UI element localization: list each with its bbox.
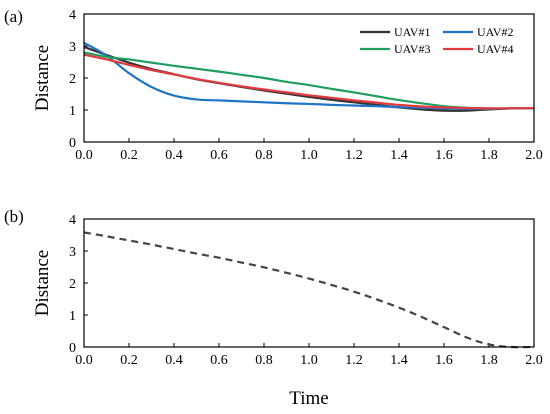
- x-tick-label: 1.2: [345, 148, 363, 163]
- series-line-uav1: [83, 45, 535, 112]
- x-tick-label: 0.8: [255, 148, 273, 163]
- x-tick-label: 1.0: [300, 148, 318, 163]
- x-tick-label: 0.0: [75, 353, 93, 368]
- x-tick-label: 0.2: [120, 148, 138, 163]
- y-tick-label: 0: [69, 136, 76, 151]
- y-tick-label: 3: [69, 40, 76, 55]
- plot-frame-b: [83, 218, 535, 348]
- axis-ticks-a: 0.0 0.2 0.4 0.6 0.8 1.0 1.2 1.4 1.6 1.8 2.0 0 1 2 3 4: [69, 8, 543, 163]
- x-tick-label: 0.6: [210, 353, 228, 368]
- plot-frame-a: [83, 13, 535, 143]
- y-axis-label-b: Distance: [32, 250, 53, 316]
- series-line-uav2: [83, 41, 535, 110]
- x-tick-label: 2.0: [525, 353, 543, 368]
- legend-a: UAV#1 UAV#2 UAV#3 UAV#4: [360, 25, 513, 56]
- x-tick-label: 0.6: [210, 148, 228, 163]
- y-tick-label: 2: [69, 72, 76, 87]
- panel-a: (a) Distance 0.0 0.2 0.4 0.6 0.8 1.0 1.2 1.4 1.6…: [4, 7, 543, 163]
- y-tick-label: 2: [69, 277, 76, 292]
- y-tick-label: 4: [69, 213, 76, 228]
- x-tick-label: 1.6: [435, 353, 453, 368]
- axis-ticks-b: 0.0 0.2 0.4 0.6 0.8 1.0 1.2 1.4 1.6 1.8 2.0 0 1 2 3 4: [69, 213, 543, 368]
- x-tick-label: 1.4: [390, 353, 408, 368]
- y-tick-label: 1: [69, 309, 76, 324]
- x-tick-label: 0.4: [165, 148, 183, 163]
- x-tick-label: 1.2: [345, 353, 363, 368]
- y-axis-label-a: Distance: [32, 45, 53, 111]
- x-tick-label: 0.2: [120, 353, 138, 368]
- panel-label-b: (b): [4, 207, 24, 226]
- y-tick-label: 4: [69, 8, 76, 23]
- x-axis-label-b: Time: [289, 388, 328, 409]
- x-tick-label: 1.4: [390, 148, 408, 163]
- y-tick-label: 1: [69, 104, 76, 119]
- legend-label-uav4: UAV#4: [477, 42, 513, 56]
- series-lines-a: [83, 41, 535, 112]
- legend-label-uav3: UAV#3: [394, 42, 430, 56]
- panel-label-a: (a): [4, 7, 23, 26]
- legend-label-uav2: UAV#2: [477, 25, 513, 39]
- x-tick-label: 1.6: [435, 148, 453, 163]
- y-tick-label: 3: [69, 245, 76, 260]
- x-tick-label: 1.0: [300, 353, 318, 368]
- x-tick-label: 0.8: [255, 353, 273, 368]
- series-line-uav3: [83, 51, 535, 110]
- x-tick-label: 1.8: [480, 148, 498, 163]
- x-tick-label: 0.0: [75, 148, 93, 163]
- panel-b: (b) Distance 0.0 0.2 0.4 0.6 0.8 1.0 1.2 1.4 1.6…: [4, 207, 543, 409]
- x-tick-label: 0.4: [165, 353, 183, 368]
- series-lines-b: [83, 231, 535, 349]
- series-line-uav4: [83, 53, 535, 110]
- y-tick-label: 0: [69, 341, 76, 356]
- legend-label-uav1: UAV#1: [394, 25, 430, 39]
- x-tick-label: 1.8: [480, 353, 498, 368]
- series-line-distance: [83, 231, 535, 349]
- x-tick-label: 2.0: [525, 148, 543, 163]
